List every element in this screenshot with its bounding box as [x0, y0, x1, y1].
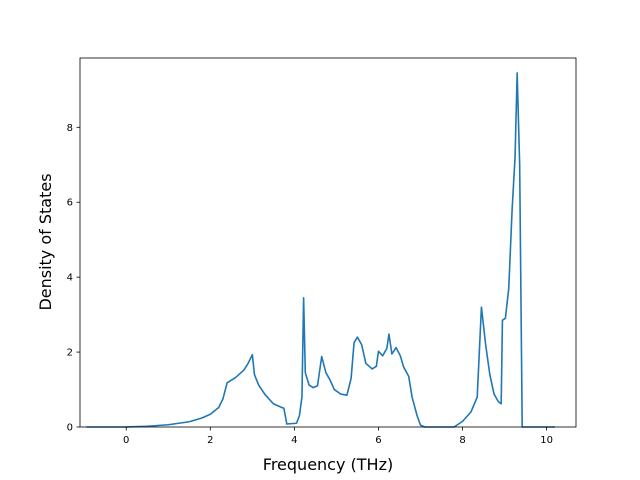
y-tick-label: 6 — [67, 198, 73, 209]
x-tick-label: 8 — [459, 435, 465, 446]
x-axis-ticks: 0 2 4 6 8 10 — [123, 427, 553, 446]
y-tick-label: 8 — [67, 123, 73, 134]
y-axis-ticks: 0 2 4 6 8 — [67, 123, 80, 434]
series-layer — [86, 72, 555, 428]
plot-area — [80, 58, 576, 427]
y-axis-label: Density of States — [36, 173, 55, 310]
series-line-0 — [86, 72, 555, 428]
x-axis-label: Frequency (THz) — [263, 455, 393, 474]
plot-frame — [79, 57, 577, 428]
x-tick-label: 10 — [540, 435, 553, 446]
y-tick-label: 2 — [67, 348, 73, 359]
y-tick-label: 0 — [67, 423, 73, 434]
x-tick-label: 2 — [207, 435, 213, 446]
y-tick-label: 4 — [67, 273, 73, 284]
x-tick-label: 6 — [375, 435, 381, 446]
x-tick-label: 4 — [291, 435, 297, 446]
x-tick-label: 0 — [123, 435, 129, 446]
